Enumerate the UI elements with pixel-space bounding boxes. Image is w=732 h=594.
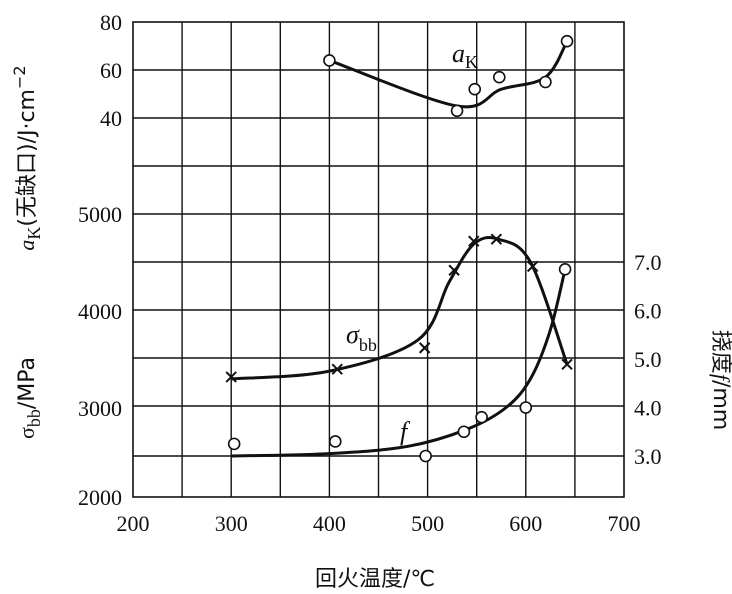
ak-tick-label: 80 bbox=[100, 10, 122, 35]
x-tick-labels: 200 300 400 500 600 700 bbox=[117, 511, 641, 536]
x-tick-label: 300 bbox=[215, 511, 248, 536]
series-markers bbox=[225, 34, 574, 463]
deflection-tick-label: 4.0 bbox=[634, 396, 662, 421]
data-point-strength bbox=[448, 264, 460, 276]
grid bbox=[133, 22, 624, 497]
data-point-deflection bbox=[227, 437, 241, 451]
series-curves bbox=[231, 40, 569, 458]
data-point-strength bbox=[468, 235, 480, 247]
data-point-deflection bbox=[558, 262, 572, 276]
x-tick-label: 400 bbox=[313, 511, 346, 536]
series-label-ak: aK bbox=[452, 39, 478, 72]
deflection-tick-label: 7.0 bbox=[634, 250, 662, 275]
data-point-strength bbox=[225, 371, 237, 383]
deflection-tick-label: 3.0 bbox=[634, 444, 662, 469]
x-tick-label: 700 bbox=[608, 511, 641, 536]
series-line-strength bbox=[231, 236, 569, 381]
data-point-ak bbox=[323, 54, 336, 67]
series-line-ak bbox=[328, 40, 569, 109]
plot-frame bbox=[132, 21, 625, 498]
ak-tick-label: 40 bbox=[100, 106, 122, 131]
strength-tick-label: 3000 bbox=[78, 396, 122, 421]
deflection-tick-labels: 3.0 4.0 5.0 6.0 7.0 bbox=[634, 250, 662, 469]
x-tick-label: 200 bbox=[117, 511, 150, 536]
data-point-ak bbox=[468, 82, 482, 96]
data-point-ak bbox=[450, 104, 464, 118]
strength-axis-label: σbb/MPa bbox=[14, 357, 44, 439]
deflection-tick-label: 5.0 bbox=[634, 347, 662, 372]
series-line-deflection bbox=[231, 268, 567, 458]
data-point-deflection bbox=[419, 449, 432, 463]
x-axis-label: 回火温度/℃ bbox=[315, 567, 435, 592]
ak-tick-label: 60 bbox=[100, 58, 122, 83]
ak-axis-label: aK(无缺口)/J·cm−2 bbox=[10, 65, 44, 250]
ak-tick-labels: 40 60 80 bbox=[100, 10, 122, 131]
data-point-deflection bbox=[457, 425, 471, 439]
strength-tick-label: 4000 bbox=[78, 299, 122, 324]
data-point-strength bbox=[418, 342, 431, 354]
data-point-deflection bbox=[519, 401, 533, 414]
data-point-strength bbox=[490, 233, 503, 245]
data-point-ak bbox=[539, 75, 552, 89]
series-label-sigma: σbb bbox=[346, 320, 377, 355]
deflection-tick-label: 6.0 bbox=[634, 299, 662, 324]
series-label-f: f bbox=[400, 417, 411, 446]
data-point-strength bbox=[526, 260, 539, 273]
data-point-ak bbox=[492, 70, 506, 84]
data-point-deflection bbox=[475, 410, 488, 424]
strength-tick-labels: 2000 3000 4000 5000 bbox=[78, 202, 122, 510]
strength-tick-label: 5000 bbox=[78, 202, 122, 227]
deflection-axis-label: 挠度f/mm bbox=[708, 330, 732, 430]
x-tick-label: 500 bbox=[411, 511, 444, 536]
data-point-strength bbox=[331, 363, 343, 375]
strength-tick-label: 2000 bbox=[78, 485, 122, 510]
data-point-strength bbox=[561, 358, 573, 371]
data-point-ak bbox=[560, 34, 574, 48]
data-point-deflection bbox=[328, 435, 342, 448]
x-tick-label: 600 bbox=[509, 511, 542, 536]
